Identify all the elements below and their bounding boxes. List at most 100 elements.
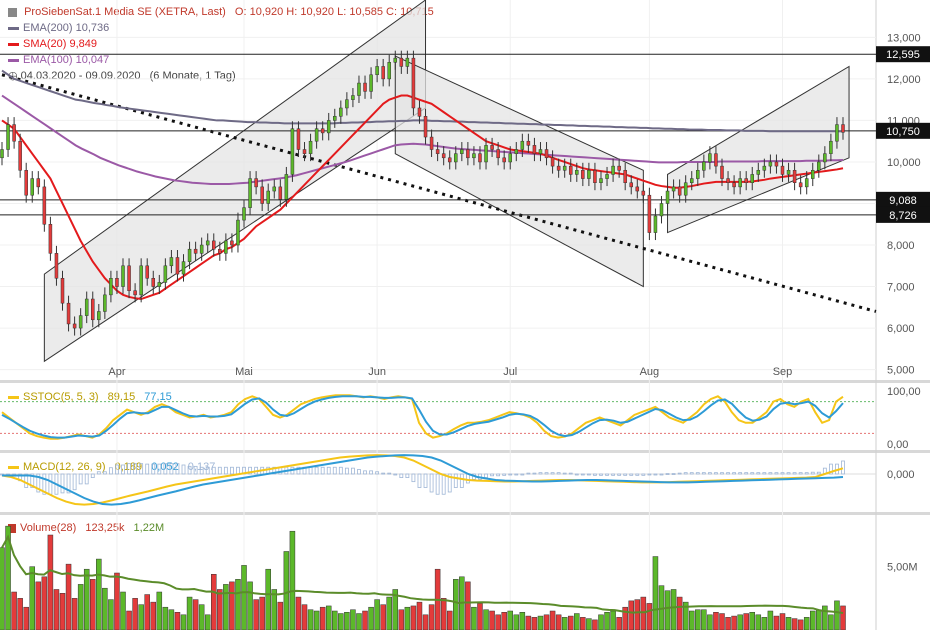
macd-histogram-bar [532,472,537,475]
candle [145,265,149,279]
macd-histogram-bar [750,472,755,475]
candle [617,165,621,171]
volume-bar [664,590,671,630]
candle [302,149,307,154]
candle [163,265,168,283]
volume-bar [41,576,48,630]
candle [199,244,204,254]
candle [768,161,773,167]
volume-bar [96,558,102,630]
macd-histogram-bar [211,466,216,475]
volume-bar [325,605,332,630]
volume-average-line [1,534,844,615]
candle [708,153,712,163]
sma20-value: 9,849 [69,38,97,50]
macd-histogram-bar [544,472,549,475]
volume-bar [719,613,725,630]
volume-bar [217,589,223,630]
volume-bar [65,563,72,630]
volume-bar [791,618,798,630]
volume-bar [834,600,840,630]
volume-bar [77,584,84,630]
panel-separator-1 [0,450,930,453]
stoch-k-line [1,394,844,440]
volume-bar [301,604,308,630]
macd-histogram-bar [381,472,386,475]
volume-bar [313,610,320,630]
candle [798,182,803,188]
candle [42,186,47,225]
candle [181,261,186,275]
candle [405,57,410,67]
volume-bar [483,609,489,630]
volume-bar [767,610,774,630]
level-tag-label: 9,088 [889,195,917,207]
macd-histogram-bar [66,473,71,494]
macd-histogram-bar [465,473,470,484]
candle [393,57,398,63]
clock-icon: ◷ [8,70,18,82]
volume-bar [743,613,749,630]
volume-bar [507,610,513,630]
volume-bar [35,581,42,630]
level-tag [876,206,930,223]
volume-bar [803,617,810,630]
stoch-v2: 77,15 [144,391,172,403]
macd-histogram-bar [635,473,640,476]
volume-bar [682,601,689,630]
candle [635,186,640,192]
macd-histogram-bar [659,473,664,476]
sma20-swatch [8,42,19,46]
ema200-line [1,69,844,133]
macd-line [1,454,844,506]
candle [290,128,295,175]
candle [472,153,476,159]
volume-bar [574,613,580,630]
macd-histogram-bar [798,472,803,475]
volume-bar [53,589,60,630]
macd-histogram-bar [151,463,156,475]
candle [260,186,264,204]
candle [272,186,277,192]
level-tag-label: 12,595 [886,49,920,61]
candle [508,153,512,163]
volume-bar [198,604,205,630]
candle [689,178,694,183]
candle [345,99,349,109]
candle [780,165,785,175]
candle [139,265,143,296]
macd-histogram-bar [677,472,682,475]
candle [641,190,646,196]
volume-bar [816,609,822,630]
volume-bar [404,606,411,630]
legend-ema200: EMA(200) 10,736 [8,20,109,36]
candle [6,124,10,150]
volume-bar [168,609,175,630]
candle [677,186,682,196]
candle [97,311,101,321]
candle [750,174,754,183]
volume-bar [695,609,701,630]
macd-histogram-bar [441,473,446,495]
macd-histogram-bar [223,466,228,475]
candle [54,253,59,279]
volume-tick-label: 5,00M [887,562,918,574]
macd-histogram-bar [387,472,392,475]
macd-histogram-bar [447,473,452,493]
volume-bar [598,614,604,630]
volume-v1: 123,25k [85,522,125,534]
candle [187,248,192,262]
macd-histogram-bar [314,466,319,475]
volume-bar [374,599,380,630]
macd-histogram-bar [599,473,603,476]
candle [339,107,343,117]
volume-bar [386,596,392,630]
candle [230,240,234,246]
macd-histogram-bar [417,473,422,488]
macd-histogram-bar [828,463,833,475]
legend-ema100: EMA(100) 10,047 [8,52,109,68]
macd-histogram-bar [435,473,440,495]
volume-bar [707,614,713,630]
macd-histogram-bar [72,473,77,491]
volume-bar [277,601,284,630]
